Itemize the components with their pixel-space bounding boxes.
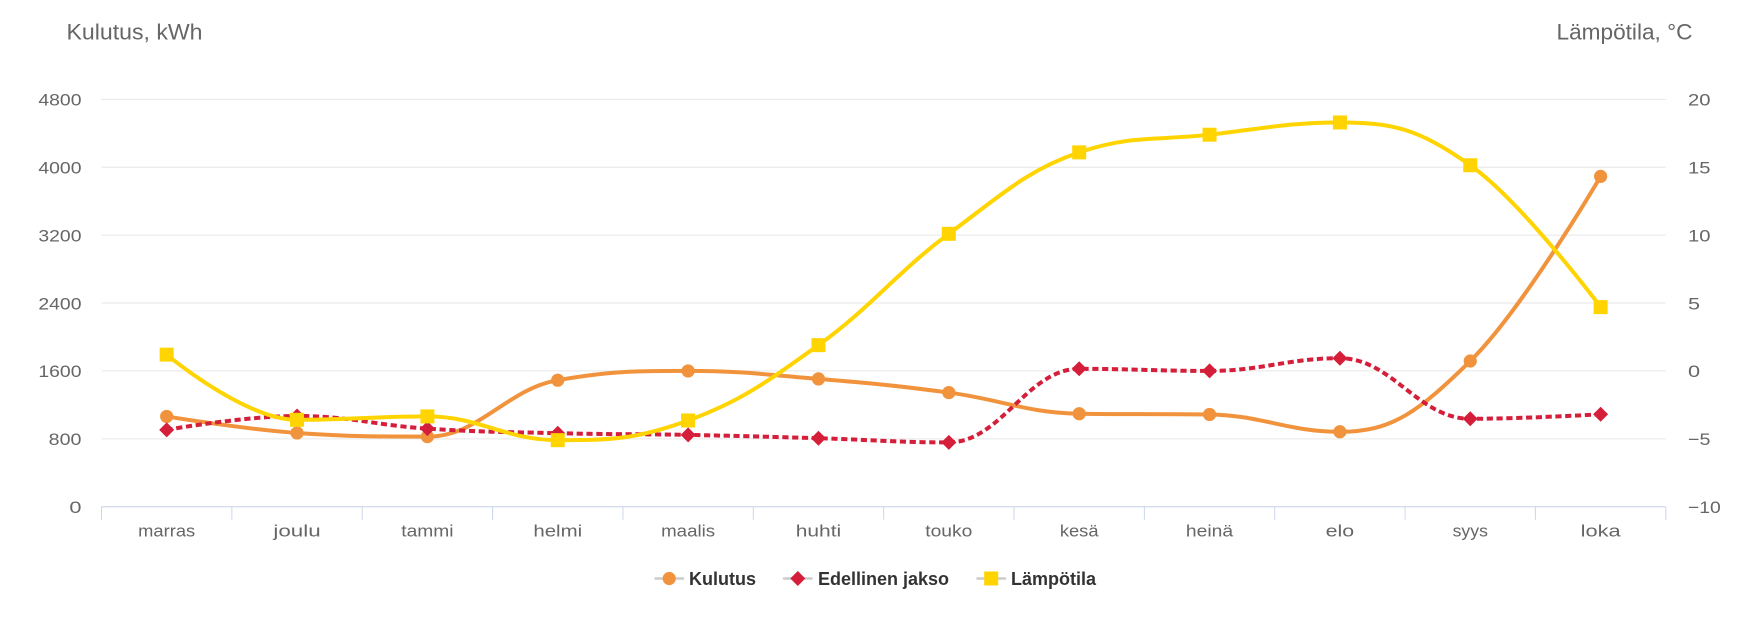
svg-text:loka: loka xyxy=(1581,522,1622,541)
svg-text:heinä: heinä xyxy=(1186,522,1234,541)
svg-text:800: 800 xyxy=(49,430,82,449)
svg-text:kesä: kesä xyxy=(1060,522,1099,541)
svg-text:−10: −10 xyxy=(1688,498,1721,517)
svg-text:5: 5 xyxy=(1688,294,1700,313)
svg-text:Edellinen jakso: Edellinen jakso xyxy=(818,569,949,589)
svg-text:0: 0 xyxy=(1688,362,1700,381)
svg-text:1600: 1600 xyxy=(38,362,81,381)
svg-text:−5: −5 xyxy=(1688,430,1711,449)
svg-text:elo: elo xyxy=(1326,522,1355,541)
svg-text:syys: syys xyxy=(1453,522,1488,541)
svg-text:Lämpötila: Lämpötila xyxy=(1011,569,1097,589)
svg-text:Kulutus, kWh: Kulutus, kWh xyxy=(67,20,203,45)
svg-text:3200: 3200 xyxy=(38,226,81,245)
svg-text:0: 0 xyxy=(69,498,81,517)
svg-text:20: 20 xyxy=(1688,91,1711,110)
svg-text:touko: touko xyxy=(925,522,972,541)
svg-text:marras: marras xyxy=(138,522,195,541)
svg-text:Kulutus: Kulutus xyxy=(689,569,756,589)
svg-text:maalis: maalis xyxy=(661,522,715,541)
svg-text:15: 15 xyxy=(1688,158,1711,177)
svg-text:Lämpötila, °C: Lämpötila, °C xyxy=(1557,20,1693,45)
svg-text:helmi: helmi xyxy=(533,522,582,541)
svg-text:2400: 2400 xyxy=(38,294,81,313)
svg-text:10: 10 xyxy=(1688,226,1711,245)
svg-text:4000: 4000 xyxy=(38,158,81,177)
svg-text:joulu: joulu xyxy=(272,522,321,541)
svg-text:tammi: tammi xyxy=(401,522,453,541)
svg-text:huhti: huhti xyxy=(796,522,842,541)
svg-text:4800: 4800 xyxy=(38,91,81,110)
